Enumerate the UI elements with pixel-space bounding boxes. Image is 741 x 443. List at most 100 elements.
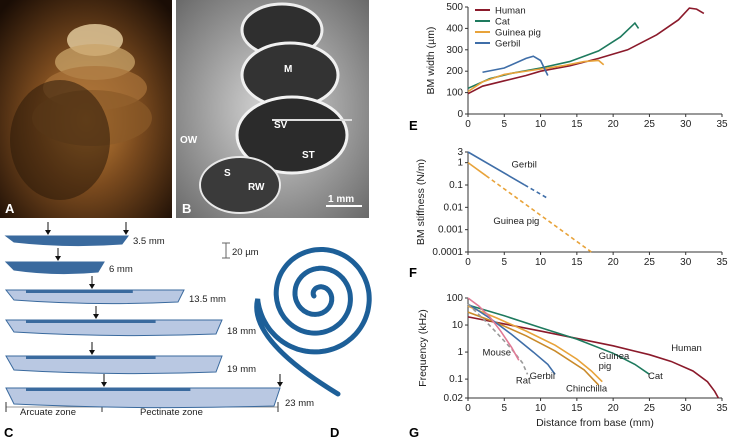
arrow-head: [101, 382, 107, 387]
x-tick-label: 30: [680, 257, 692, 268]
x-tick-label: 20: [608, 257, 620, 268]
x-tick-label: 15: [571, 119, 583, 130]
series-line-guinea-pig: [467, 162, 487, 177]
label-sv: SV: [274, 120, 288, 131]
distance-label: 13.5 mm: [189, 294, 226, 305]
arrow-head: [55, 256, 61, 261]
panel-b-sem: M SV ST OW S RW 1 mm B: [176, 0, 369, 218]
series-line-dashed-gerbil: [524, 184, 549, 200]
legend-label: Cat: [495, 17, 510, 28]
bm-dark-band: [26, 388, 191, 391]
y-tick-label: 300: [446, 45, 463, 56]
curve-label-part: Mouse: [483, 347, 512, 358]
series-line-mouse: [467, 297, 520, 361]
x-axis-label: Distance from base (mm): [536, 417, 654, 429]
distance-label: 23 mm: [285, 398, 314, 409]
curve-label-part: Chinchilla: [566, 383, 608, 394]
panel-b-letter: B: [182, 201, 191, 216]
y-tick-label: 0.1: [449, 180, 463, 191]
y-tick-label: 400: [446, 23, 463, 34]
arrow-head: [89, 350, 95, 355]
distance-label: 18 mm: [227, 326, 256, 337]
y-tick-label: 3: [457, 147, 463, 158]
y-tick-label: 1: [457, 158, 463, 169]
arrow-head: [45, 230, 51, 235]
bm-section: [4, 289, 185, 305]
x-tick-label: 10: [535, 403, 547, 414]
y-tick-label: 1: [457, 347, 463, 358]
label-rw: RW: [248, 182, 265, 193]
curve-label-gerbil: Gerbil: [530, 371, 555, 382]
y-tick-label: 0: [457, 109, 463, 120]
x-tick-label: 0: [465, 403, 471, 414]
curve-label-part: Cat: [648, 371, 663, 382]
arrow-head: [277, 382, 283, 387]
y-axis-label: Frequency (kHz): [417, 309, 429, 387]
y-axis-label: BM stiffness (N/m): [415, 159, 427, 245]
arrow-head: [123, 230, 129, 235]
series-line-gerbil: [467, 303, 556, 375]
x-tick-label: 25: [644, 257, 656, 268]
y-tick-label: 200: [446, 66, 463, 77]
series-line-human: [467, 316, 720, 399]
bm-dark-band: [26, 320, 156, 323]
curve-label-part: Guinea: [599, 351, 630, 362]
x-tick-label: 15: [571, 403, 583, 414]
bm-section: [5, 355, 223, 375]
legend-label: Gerbil: [495, 39, 520, 50]
series-line-cat: [467, 304, 650, 376]
y-tick-label: 100: [446, 88, 463, 99]
x-tick-label: 15: [571, 257, 583, 268]
x-tick-label: 5: [502, 403, 508, 414]
bm-dark-band: [26, 290, 133, 293]
curve-label-part: pig: [599, 361, 612, 372]
x-tick-label: 0: [465, 119, 471, 130]
bm-dark-band: [26, 262, 85, 265]
x-tick-label: 20: [608, 403, 620, 414]
x-tick-label: 20: [608, 119, 620, 130]
curve-label-cat: Cat: [648, 371, 663, 382]
zone-pectinate: Pectinate zone: [140, 407, 203, 418]
curve-label-part: Rat: [516, 375, 531, 386]
panel-d: D: [254, 247, 372, 440]
scalebar-c: 20 µm: [222, 242, 259, 259]
bm-dark-band: [26, 236, 100, 239]
series-line-human: [467, 7, 705, 95]
y-tick-label: 100: [446, 293, 463, 304]
distance-label: 19 mm: [227, 364, 256, 375]
panel-a-photo: A: [0, 0, 172, 218]
x-tick-label: 5: [502, 257, 508, 268]
series-line-rat: [467, 303, 529, 375]
scalebar-b-label: 1 mm: [328, 194, 354, 205]
y-tick-label: 0.02: [444, 393, 464, 404]
arrow-head: [89, 284, 95, 289]
y-tick-label: 10: [452, 320, 464, 331]
legend-label: Guinea pig: [495, 28, 541, 39]
x-tick-label: 10: [535, 119, 547, 130]
y-tick-label: 500: [446, 2, 463, 13]
x-tick-label: 35: [716, 403, 728, 414]
y-axis-label: BM width (µm): [425, 27, 437, 95]
distance-label: 6 mm: [109, 264, 133, 275]
panel-f-letter: F: [409, 265, 417, 280]
y-tick-label: 0.0001: [432, 247, 463, 258]
zone-arcuate: Arcuate zone: [20, 407, 76, 418]
curve-label-rat: Rat: [516, 375, 531, 386]
arrow-head: [93, 314, 99, 319]
label-st: ST: [302, 150, 315, 161]
panel-c-letter: C: [4, 425, 14, 440]
series-line-guinea-pig: [467, 59, 605, 93]
series-line-guinea-pig: [467, 305, 603, 383]
scalebar-c-label: 20 µm: [232, 247, 259, 258]
curve-label-part: Human: [671, 343, 702, 354]
label-ow: OW: [180, 135, 198, 146]
distance-label: 3.5 mm: [133, 236, 165, 247]
x-tick-label: 30: [680, 403, 692, 414]
chart-e: 0 5 10 15 20 25 30 35 0 100 200 300 400 500 BM width (…: [425, 2, 728, 130]
legend-label: Human: [495, 6, 526, 17]
x-tick-label: 35: [716, 119, 728, 130]
bm-section: [5, 387, 281, 409]
series-line-gerbil: [482, 55, 549, 76]
panel-e-letter: E: [409, 118, 418, 133]
